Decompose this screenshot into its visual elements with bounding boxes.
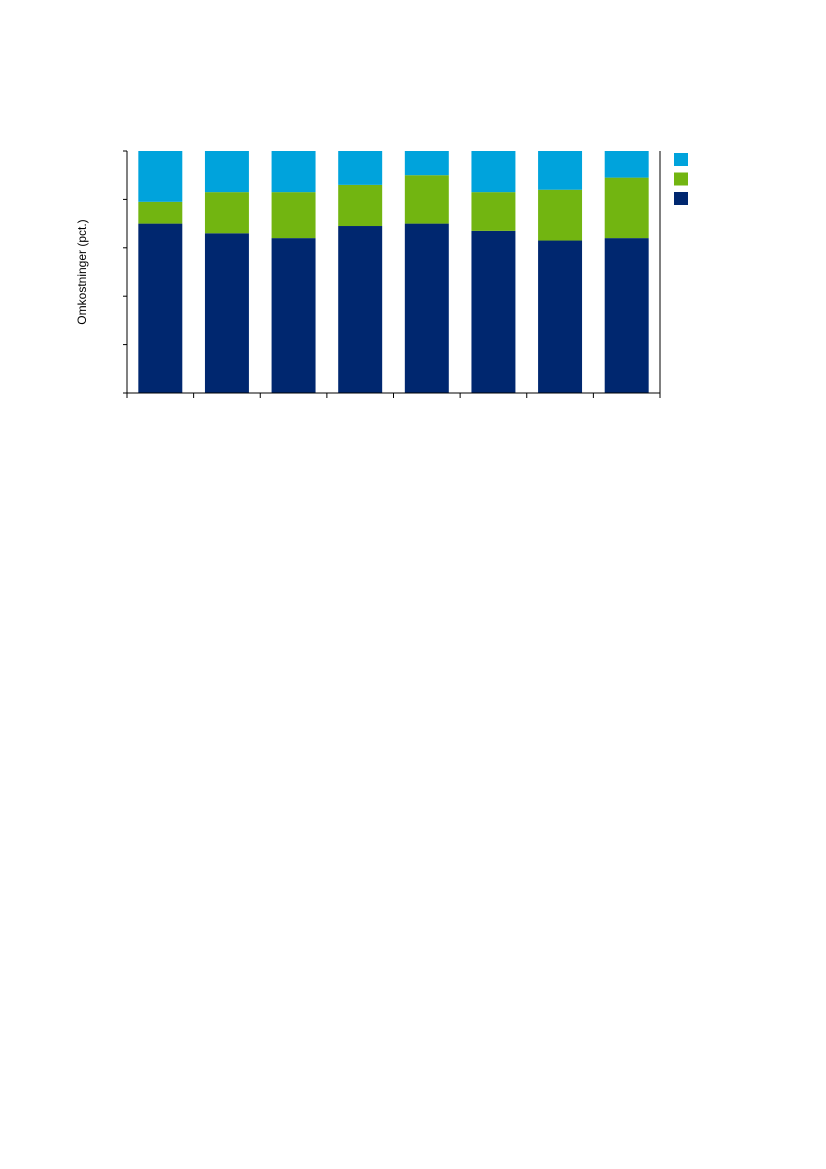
bar-segment xyxy=(404,175,449,224)
bar-segment xyxy=(338,151,383,185)
bar-segment xyxy=(471,230,516,393)
bar-segment xyxy=(271,238,316,393)
bar-segment xyxy=(338,184,383,227)
bar-segment xyxy=(338,226,383,393)
bar-segment xyxy=(471,151,516,193)
legend-swatch xyxy=(674,192,688,205)
bar-segment xyxy=(138,201,183,224)
bar-segment xyxy=(271,151,316,193)
bar-segment xyxy=(404,151,449,176)
bar-segment xyxy=(138,151,183,202)
legend-swatch xyxy=(674,172,688,186)
bar-segment xyxy=(604,151,649,178)
bar-segment xyxy=(204,151,249,193)
bar-segment xyxy=(204,192,249,234)
bar-segment xyxy=(604,177,649,239)
bar-segment xyxy=(604,238,649,393)
bar-segment xyxy=(204,233,249,393)
bar-segment xyxy=(538,151,583,190)
bar-segment xyxy=(471,192,516,231)
bar-segment xyxy=(138,223,183,393)
bar-segment xyxy=(538,189,583,241)
legend-swatch xyxy=(674,153,688,166)
y-axis-label: Omkostninger (pct.) xyxy=(75,219,89,324)
bar-segment xyxy=(271,192,316,239)
bar-segment xyxy=(404,223,449,393)
bar-segment xyxy=(538,240,583,393)
